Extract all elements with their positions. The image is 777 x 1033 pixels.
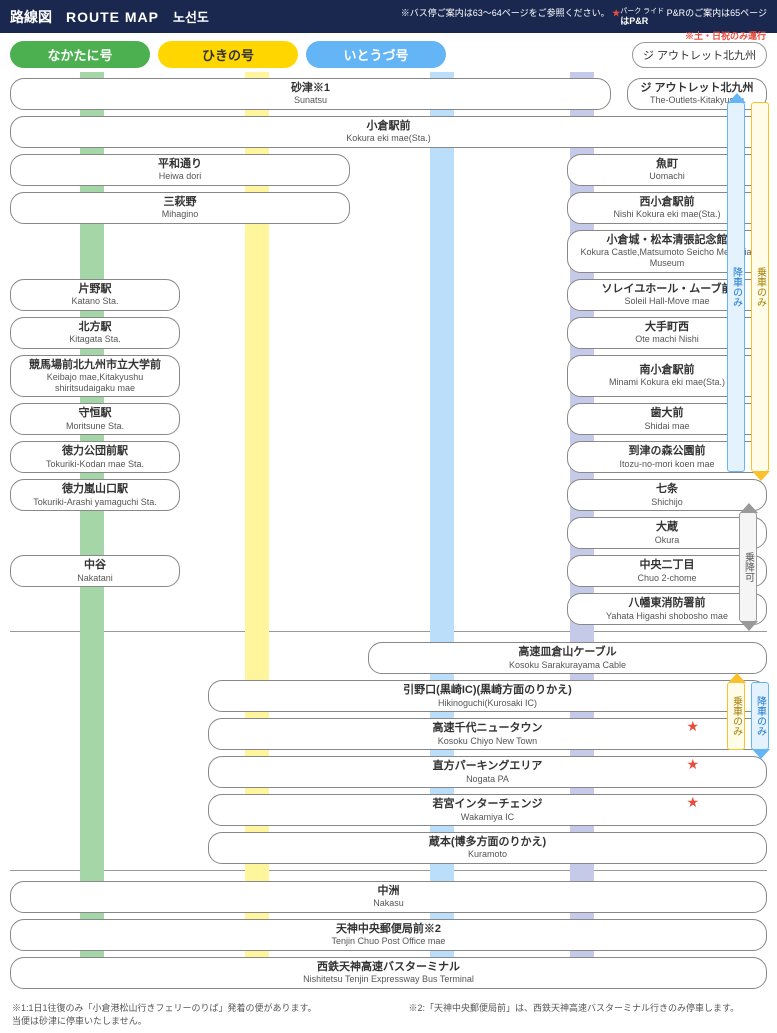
pr-star: ★ — [686, 756, 699, 773]
stop: 引野口(黒崎IC)(黒崎方面のりかえ) Hikinoguchi(Kurosaki… — [208, 680, 767, 712]
stop: 徳力公団前駅 Tokuriki-Kodan mae Sta. — [10, 441, 180, 473]
stop-row: 三萩野 Mihagino西小倉駅前 Nishi Kokura eki mae(S… — [10, 192, 767, 224]
pill-outlet: ※土・日祝のみ運行 ジ アウトレット北九州 — [632, 42, 767, 68]
section1-stops: 砂津※1 Sunatsuジ アウトレット北九州 The-Outlets-Kita… — [10, 72, 767, 625]
stop: 徳力嵐山口駅 Tokuriki-Arashi yamaguchi Sta. — [10, 479, 180, 511]
route-pills: なかたに号 ひきの号 いとうづ号 ※土・日祝のみ運行 ジ アウトレット北九州 — [0, 33, 777, 72]
stop-row: 守恒駅 Moritsune Sta.歯大前 Shidai mae — [10, 403, 767, 435]
stop: 小倉駅前 Kokura eki mae(Sta.) — [10, 116, 767, 148]
stop-row: 高速皿倉山ケーブル Kosoku Sarakurayama Cable — [10, 642, 767, 674]
stop-row: 引野口(黒崎IC)(黒崎方面のりかえ) Hikinoguchi(Kurosaki… — [10, 680, 767, 712]
stop-row: 競馬場前北九州市立大学前 Keibajo mae,Kitakyushu shir… — [10, 355, 767, 398]
arrow-sec1-up: 乗車のみ — [751, 102, 769, 472]
stop-row: 北方駅 Kitagata Sta.大手町西 Ote machi Nishi — [10, 317, 767, 349]
title-kr: 노선도 — [173, 7, 209, 26]
pill-hikino: ひきの号 — [158, 41, 298, 68]
outlet-note: ※土・日祝のみ運行 — [685, 29, 766, 42]
stop-row: 徳力嵐山口駅 Tokuriki-Arashi yamaguchi Sta.七条 … — [10, 479, 767, 511]
footnote-1: ※1:1日1往復のみ「小倉港松山行きフェリーのりば」発着の便があります。当便は砂… — [12, 1001, 369, 1027]
stop-row: 平和通り Heiwa dori魚町 Uomachi — [10, 154, 767, 186]
stop: 西鉄天神高速バスターミナル Nishitetsu Tenjin Expressw… — [10, 957, 767, 989]
stop: 高速皿倉山ケーブル Kosoku Sarakurayama Cable — [368, 642, 767, 674]
stop: 若宮インターチェンジ Wakamiya IC — [208, 794, 767, 826]
stop: 直方パーキングエリア Nogata PA — [208, 756, 767, 788]
stop: 三萩野 Mihagino — [10, 192, 350, 224]
stop-row: 片野駅 Katano Sta.ソレイユホール・ムーブ前 Soleil Hall-… — [10, 279, 767, 311]
stop-row: 八幡東消防署前 Yahata Higashi shobosho mae — [10, 593, 767, 625]
stop: 蔵本(博多方面のりかえ) Kuramoto — [208, 832, 767, 864]
header-note: ※バス停ご案内は63～64ページをご参照ください。 ★パーク ライドはP&R P… — [401, 6, 767, 27]
pr-star: ★ — [686, 718, 699, 735]
side-arrows: 降車のみ 乗車のみ 乗降可 乗車のみ 降車のみ — [719, 72, 777, 989]
stop: 守恒駅 Moritsune Sta. — [10, 403, 180, 435]
stop: 天神中央郵便局前※2 Tenjin Chuo Post Office mae — [10, 919, 767, 951]
stop-row: 高速千代ニュータウン Kosoku Chiyo New Town★ — [10, 718, 767, 750]
arrow-sec1-down: 降車のみ — [727, 102, 745, 472]
stop: 片野駅 Katano Sta. — [10, 279, 180, 311]
map-area: 降車のみ 乗車のみ 乗降可 乗車のみ 降車のみ 砂津※1 Sunatsuジ アウ… — [0, 72, 777, 989]
stop: 砂津※1 Sunatsu — [10, 78, 611, 110]
stop-row: 天神中央郵便局前※2 Tenjin Chuo Post Office mae — [10, 919, 767, 951]
stop-row: 若宮インターチェンジ Wakamiya IC★ — [10, 794, 767, 826]
footnotes: ※1:1日1往復のみ「小倉港松山行きフェリーのりば」発着の便があります。当便は砂… — [0, 995, 777, 1033]
stop-row: 西鉄天神高速バスターミナル Nishitetsu Tenjin Expressw… — [10, 957, 767, 989]
divider-1 — [10, 631, 767, 632]
stop-row: 小倉駅前 Kokura eki mae(Sta.) — [10, 116, 767, 148]
pr-star: ★ — [686, 794, 699, 811]
arrow-sec2: 乗降可 — [739, 512, 757, 622]
arrow-sec3-down: 降車のみ — [751, 682, 769, 750]
stop-row: 砂津※1 Sunatsuジ アウトレット北九州 The-Outlets-Kita… — [10, 78, 767, 110]
stop-row: 大蔵 Okura — [10, 517, 767, 549]
pill-nakatani: なかたに号 — [10, 41, 150, 68]
stop: 競馬場前北九州市立大学前 Keibajo mae,Kitakyushu shir… — [10, 355, 180, 398]
stop: 中谷 Nakatani — [10, 555, 180, 587]
header-bar: 路線図 ROUTE MAP 노선도 ※バス停ご案内は63～64ページをご参照くだ… — [0, 0, 777, 33]
section3-stops: 中洲 Nakasu 天神中央郵便局前※2 Tenjin Chuo Post Off… — [10, 875, 767, 989]
divider-2 — [10, 870, 767, 871]
stop-row: 中谷 Nakatani中央二丁目 Chuo 2-chome — [10, 555, 767, 587]
stop-row: 小倉城・松本清張記念館 Kokura Castle,Matsumoto Seic… — [10, 230, 767, 273]
stop-row: 直方パーキングエリア Nogata PA★ — [10, 756, 767, 788]
title-jp: 路線図 — [10, 7, 52, 27]
stop-row: 蔵本(博多方面のりかえ) Kuramoto — [10, 832, 767, 864]
stop-row: 徳力公団前駅 Tokuriki-Kodan mae Sta.到津の森公園前 It… — [10, 441, 767, 473]
footnote-2: ※2:「天神中央郵便局前」は、西鉄天神高速バスターミナル行きのみ停車します。 — [409, 1001, 766, 1027]
stop-row: 中洲 Nakasu — [10, 881, 767, 913]
stop: 高速千代ニュータウン Kosoku Chiyo New Town — [208, 718, 767, 750]
stop: 北方駅 Kitagata Sta. — [10, 317, 180, 349]
section2-stops: 高速皿倉山ケーブル Kosoku Sarakurayama Cable 引野口(黒… — [10, 636, 767, 864]
title-en: ROUTE MAP — [66, 9, 159, 25]
stop: 平和通り Heiwa dori — [10, 154, 350, 186]
pill-itozu: いとうづ号 — [306, 41, 446, 68]
arrow-sec3-up: 乗車のみ — [727, 682, 745, 750]
stop: 中洲 Nakasu — [10, 881, 767, 913]
